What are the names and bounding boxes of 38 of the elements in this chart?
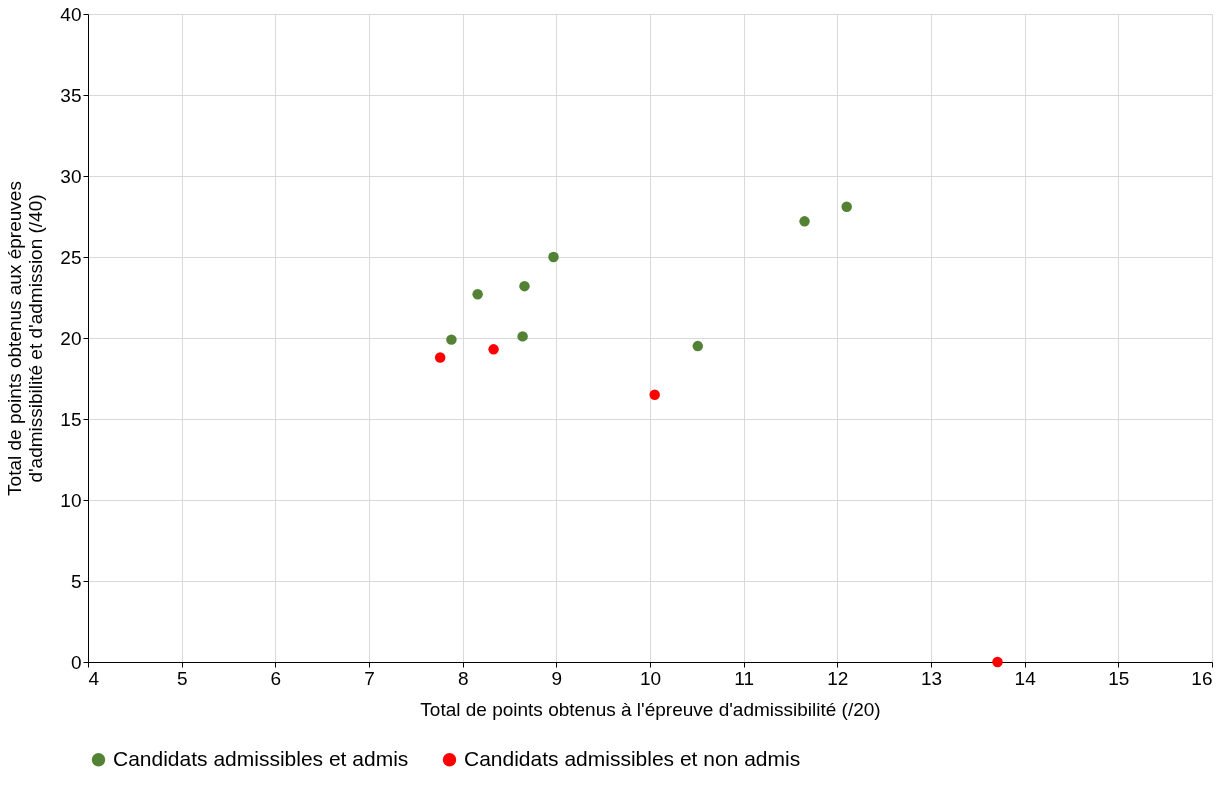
x-tick-label: 11 bbox=[734, 667, 755, 689]
point bbox=[841, 201, 852, 213]
y-tick-label: 0 bbox=[70, 651, 82, 673]
x-tick-label: 4 bbox=[88, 667, 100, 689]
point bbox=[692, 340, 704, 352]
point bbox=[519, 280, 530, 292]
x-tick-label: 10 bbox=[639, 667, 662, 689]
point bbox=[799, 216, 810, 227]
point bbox=[517, 331, 528, 342]
point bbox=[548, 251, 559, 263]
point bbox=[434, 352, 446, 363]
x-tick-label: 5 bbox=[176, 667, 188, 689]
point bbox=[472, 289, 483, 300]
x-tick-label: 13 bbox=[920, 667, 943, 689]
y-tick-label: 40 bbox=[60, 3, 82, 25]
y-tick-label: 15 bbox=[60, 408, 82, 430]
x-tick-label: 15 bbox=[1108, 667, 1130, 689]
y-tick-label: 20 bbox=[60, 327, 82, 349]
y-tick-label: 25 bbox=[60, 246, 82, 268]
point bbox=[649, 389, 660, 400]
x-tick-label: 6 bbox=[270, 667, 282, 689]
y-tick-label: 35 bbox=[60, 84, 82, 106]
point bbox=[446, 334, 457, 345]
y-axis-title: Total de points obtenus aux épreuves d'admissibilité et d'admission (/40) bbox=[4, 181, 47, 496]
y-tick-label: 5 bbox=[70, 570, 82, 592]
legend-label: Candidats admissibles et admis bbox=[113, 746, 409, 770]
point bbox=[992, 656, 1003, 668]
x-axis-title: Total de points obtenus à l'épreuve d'admissibilité (/20) bbox=[420, 698, 881, 720]
x-tick-label: 12 bbox=[827, 667, 849, 689]
y-tick-label: 10 bbox=[60, 489, 82, 511]
legend-label: Candidats admissibles et non admis bbox=[464, 746, 801, 770]
point bbox=[488, 344, 499, 355]
x-tick-label: 9 bbox=[551, 667, 563, 689]
x-tick-label: 8 bbox=[457, 667, 469, 689]
x-tick-label: 7 bbox=[364, 667, 375, 689]
x-tick-label: 14 bbox=[1014, 667, 1037, 689]
y-tick-label: 30 bbox=[60, 165, 82, 187]
x-tick-label: 16 bbox=[1191, 667, 1213, 689]
